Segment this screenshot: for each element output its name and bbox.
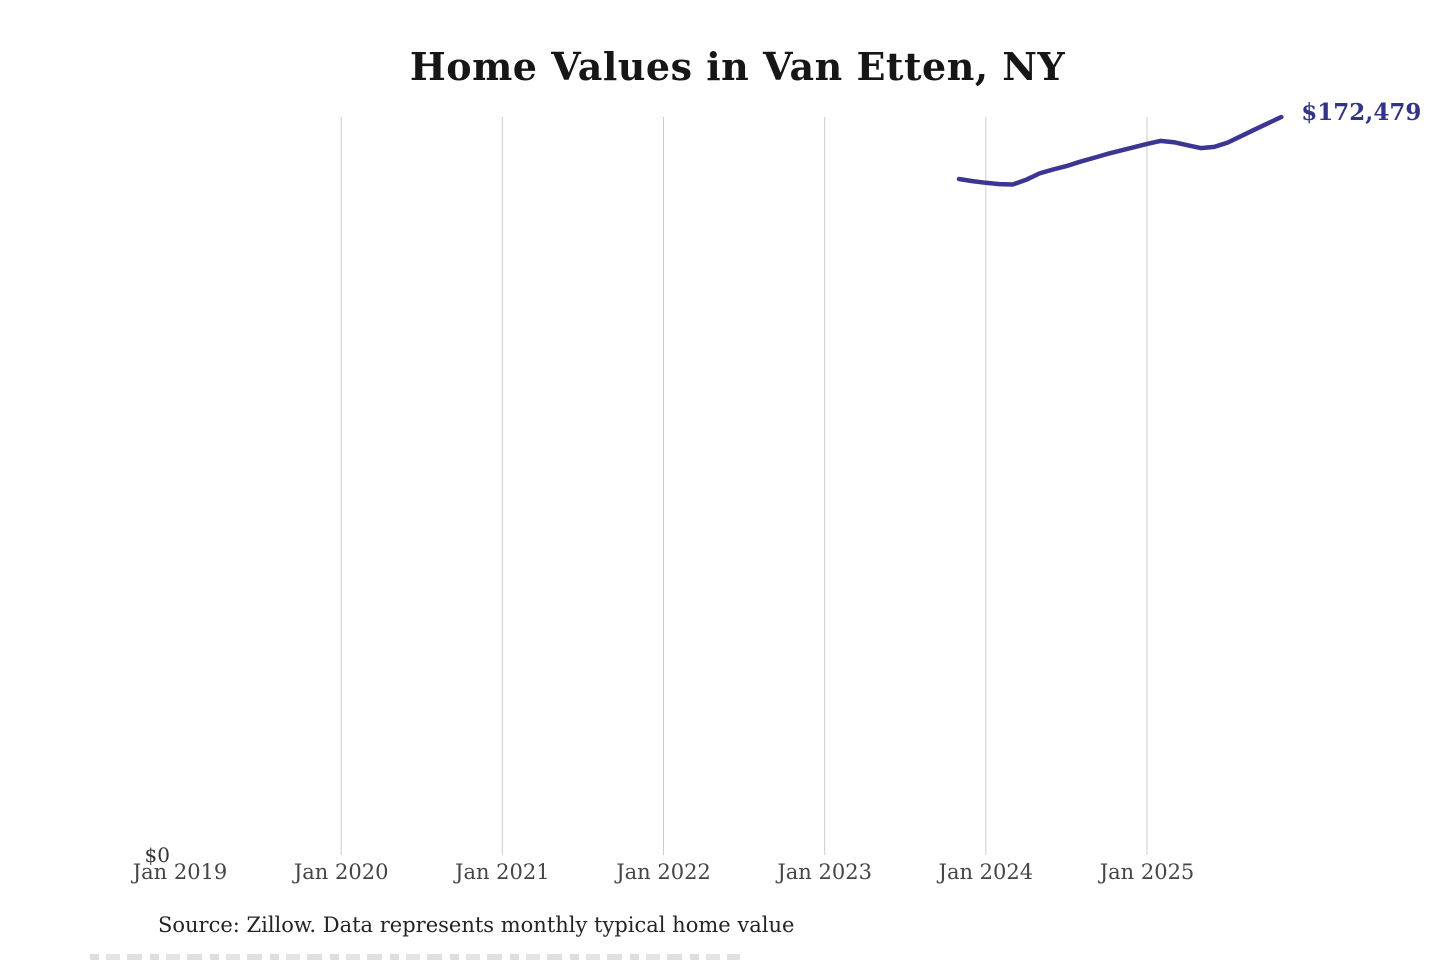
- x-axis-label-jan-2023: Jan 2023: [775, 860, 872, 884]
- x-axis-label-jan-2022: Jan 2022: [614, 860, 711, 884]
- home-value-line: [956, 114, 1284, 187]
- x-axis-label-jan-2020: Jan 2020: [292, 860, 389, 884]
- latest-value-label: $172,479: [1301, 99, 1421, 126]
- clipped-text-fragment: [90, 954, 740, 960]
- chart-title: Home Values in Van Etten, NY: [409, 44, 1066, 89]
- source-note: Source: Zillow. Data represents monthly …: [158, 913, 795, 937]
- x-axis-label-jan-2025: Jan 2025: [1098, 860, 1195, 884]
- x-axis-label-jan-2019: Jan 2019: [131, 860, 228, 884]
- x-axis-label-jan-2021: Jan 2021: [453, 860, 550, 884]
- x-axis-label-jan-2024: Jan 2024: [937, 860, 1034, 884]
- y-axis-zero-label: $0: [145, 843, 170, 867]
